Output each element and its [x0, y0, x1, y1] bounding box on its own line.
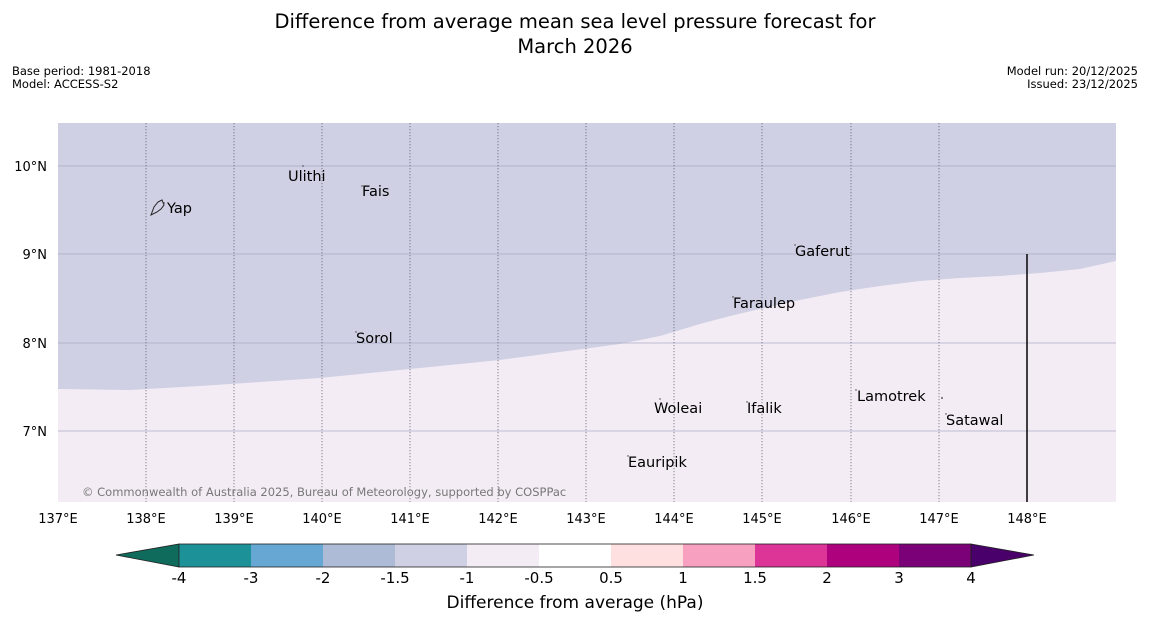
base-period: Base period: 1981-2018: [12, 64, 151, 78]
lon-label-137e: 137°E: [38, 512, 78, 527]
place-marker-lamotrek: [855, 389, 857, 391]
colorbar-segment: [899, 544, 971, 567]
place-marker-eauripik: [627, 455, 629, 457]
meta-right: Model run: 20/12/2025 Issued: 23/12/2025: [1007, 65, 1138, 91]
lon-label-145e: 145°E: [742, 512, 782, 527]
place-marker-woleai: [659, 398, 661, 400]
place-marker-faraulep: [732, 296, 734, 298]
place-marker-ifalik: [746, 401, 748, 403]
colorbar-tick: 0.5: [599, 569, 623, 587]
title-line-2: March 2026: [517, 35, 633, 58]
lon-label-144e: 144°E: [654, 512, 694, 527]
place-labels: Yap Ulithi Fais Gaferut Faraulep Sorol L…: [163, 165, 1003, 471]
colorbar-extend-left: [115, 543, 180, 568]
place-label-sorol: Sorol: [356, 331, 393, 347]
colorbar-segment: [755, 544, 827, 567]
lat-labels: 10°N 9°N 8°N 7°N: [14, 160, 47, 440]
colorbar-tick: 1: [678, 569, 688, 587]
place-label-satawal: Satawal: [946, 413, 1003, 429]
lon-label-138e: 138°E: [126, 512, 166, 527]
place-label-lamotrek: Lamotrek: [857, 389, 926, 405]
colorbar-segment: [611, 544, 683, 567]
colorbar-tick: -4: [172, 569, 187, 587]
colorbar-outline: [178, 543, 972, 568]
lon-label-146e: 146°E: [831, 512, 871, 527]
colorbar-tick: -1: [460, 569, 475, 587]
yap-island-shape: [150, 199, 165, 217]
colorbar-tick: -2: [316, 569, 331, 587]
lat-label-9n: 9°N: [23, 248, 48, 263]
place-label-ulithi: Ulithi: [288, 169, 326, 185]
lat-label-10n: 10°N: [14, 160, 47, 175]
colorbar-segment: [539, 544, 611, 567]
lon-labels: 137°E 138°E 139°E 140°E 141°E 142°E 143°…: [38, 512, 1047, 527]
colorbar-tick: 1.5: [743, 569, 767, 587]
lon-label-143e: 143°E: [566, 512, 606, 527]
colorbar: -4 -3 -2 -1.5 -1 -0.5 0.5 1 1.5 2 3 4: [115, 543, 1035, 587]
lon-gridlines: [145, 123, 940, 502]
colorbar-segment: [467, 544, 539, 567]
place-label-faraulep: Faraulep: [733, 296, 795, 312]
meta-left: Base period: 1981-2018 Model: ACCESS-S2: [12, 65, 151, 91]
colorbar-tick: 4: [966, 569, 976, 587]
colorbar-extend-right: [970, 543, 1035, 568]
lat-label-8n: 8°N: [23, 337, 48, 352]
place-label-woleai: Woleai: [654, 401, 702, 417]
place-label-gaferut: Gaferut: [795, 244, 850, 260]
chart-title: Difference from average mean sea level p…: [0, 9, 1150, 59]
lon-label-147e: 147°E: [919, 512, 959, 527]
colorbar-tick: 3: [894, 569, 904, 587]
lon-label-148e: 148°E: [1007, 512, 1047, 527]
place-marker-elato: [941, 397, 943, 399]
colorbar-tick: -0.5: [524, 569, 553, 587]
place-label-eauripik: Eauripik: [628, 455, 687, 471]
colorbar-tick: -3: [244, 569, 259, 587]
place-marker-yap: [163, 202, 165, 204]
place-marker-gaferut: [794, 244, 796, 246]
place-label-fais: Fais: [362, 184, 389, 200]
issued-date: Issued: 23/12/2025: [1027, 77, 1138, 91]
colorbar-segment: [323, 544, 395, 567]
model-run: Model run: 20/12/2025: [1006, 64, 1138, 78]
colorbar-tick: -1.5: [380, 569, 409, 587]
colorbar-segment: [179, 544, 251, 567]
place-label-ifalik: Ifalik: [747, 401, 782, 417]
copyright-text: © Commonwealth of Australia 2025, Bureau…: [82, 485, 566, 499]
lat-label-7n: 7°N: [23, 425, 48, 440]
place-marker-fais: [361, 185, 363, 187]
lon-label-141e: 141°E: [390, 512, 430, 527]
place-label-yap: Yap: [166, 201, 192, 217]
colorbar-segment: [683, 544, 755, 567]
colorbar-segment: [395, 544, 467, 567]
place-marker-ulithi: [302, 165, 304, 167]
lon-label-142e: 142°E: [478, 512, 518, 527]
title-line-1: Difference from average mean sea level p…: [274, 10, 876, 33]
lon-label-139e: 139°E: [214, 512, 254, 527]
region-lower: [58, 261, 1116, 502]
place-marker-satawal: [945, 413, 947, 415]
colorbar-label: Difference from average (hPa): [446, 593, 704, 613]
lon-label-140e: 140°E: [302, 512, 342, 527]
colorbar-ticks: -4 -3 -2 -1.5 -1 -0.5 0.5 1 1.5 2 3 4: [172, 569, 976, 587]
colorbar-tick: 2: [822, 569, 832, 587]
colorbar-segment: [251, 544, 323, 567]
colorbar-segment: [827, 544, 899, 567]
place-marker-sorol: [355, 331, 357, 333]
model-name: Model: ACCESS-S2: [12, 77, 119, 91]
